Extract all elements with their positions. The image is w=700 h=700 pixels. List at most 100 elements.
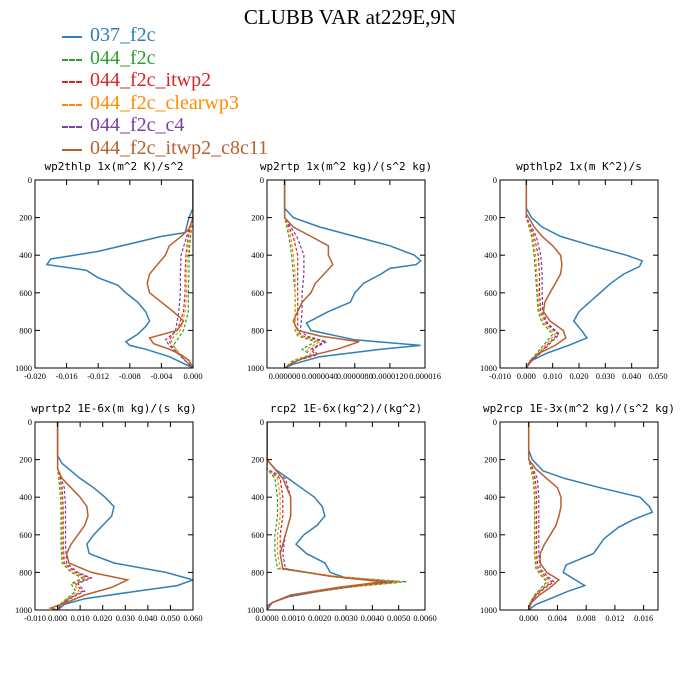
- y-tick-label: 400: [251, 492, 264, 502]
- legend-label: 044_f2c_itwp2: [90, 69, 212, 91]
- y-tick-label: 0: [28, 417, 32, 427]
- x-tick-label: 0.030: [596, 371, 615, 381]
- legend-swatch: [62, 103, 82, 106]
- series-line: [528, 422, 548, 610]
- panel: wp2rcp 1E-3x(m^2 kg)/(s^2 kg) 0.000 0.004 0…: [480, 402, 675, 623]
- legend-label: 044_f2c_c4: [90, 114, 185, 136]
- series-line: [45, 180, 193, 368]
- series-line: [267, 422, 383, 610]
- legend-label: 044_f2c_clearwp3: [90, 91, 239, 114]
- y-tick-label: 0: [28, 175, 32, 185]
- panel: wpthlp2 1x(m K^2)/s -0.010 0.000 0.010 0.020…: [480, 160, 668, 381]
- legend-swatch: [62, 36, 82, 38]
- series-line: [525, 180, 567, 368]
- x-tick-label: 0.020: [569, 371, 588, 381]
- x-tick-label: 0.008: [577, 613, 596, 623]
- y-tick-label: 400: [484, 250, 497, 260]
- x-tick-label: 0.040: [138, 613, 157, 623]
- x-tick-label: 0.004: [548, 613, 568, 623]
- y-tick-label: 600: [19, 530, 32, 540]
- x-tick-label: -0.010: [24, 613, 46, 623]
- series-line: [48, 422, 130, 610]
- y-tick-label: 600: [484, 288, 497, 298]
- panel-title: wp2rtp 1x(m^2 kg)/(s^2 kg): [260, 160, 432, 173]
- legend-swatch: [62, 81, 82, 83]
- y-tick-label: 800: [19, 567, 32, 577]
- plot-frame: [499, 421, 659, 611]
- x-tick-label: 0.000: [517, 371, 536, 381]
- series-line: [525, 180, 561, 368]
- panel: wp2thlp 1x(m^2 K)/s^2 -0.020 -0.016 -0.012 -…: [15, 160, 203, 381]
- panel: wprtp2 1E-6x(m kg)/(s kg) -0.010 0.000 0.01…: [15, 402, 203, 623]
- series-line: [164, 180, 193, 368]
- y-tick-label: 600: [251, 530, 264, 540]
- series-line: [284, 180, 329, 368]
- x-tick-label: 0.010: [71, 613, 90, 623]
- y-tick-label: 800: [484, 567, 497, 577]
- series-line: [284, 180, 317, 368]
- x-tick-label: 0.040: [622, 371, 641, 381]
- series-line: [146, 180, 193, 368]
- series-line: [284, 180, 326, 368]
- y-tick-label: 400: [251, 250, 264, 260]
- y-tick-label: 400: [484, 492, 497, 502]
- panel-title: rcp2 1E-6x(kg^2)/(kg^2): [270, 402, 422, 415]
- y-tick-label: 1000: [15, 605, 32, 615]
- y-tick-label: 800: [484, 325, 497, 335]
- panel-title: wp2thlp 1x(m^2 K)/s^2: [44, 160, 183, 173]
- y-tick-label: 0: [260, 175, 264, 185]
- legend-label: 044_f2c: [90, 46, 156, 69]
- figure-title: CLUBB VAR at229E,9N: [243, 5, 457, 29]
- y-tick-label: 800: [251, 567, 264, 577]
- y-tick-label: 600: [251, 288, 264, 298]
- series-line: [527, 422, 654, 610]
- legend-label: 037_f2c: [90, 24, 156, 46]
- series-line: [267, 422, 407, 610]
- series-line: [528, 422, 550, 610]
- y-tick-label: 200: [484, 213, 497, 223]
- x-tick-label: 0.012: [605, 613, 624, 623]
- x-tick-label: -0.020: [24, 371, 46, 381]
- panel: wp2rtp 1x(m^2 kg)/(s^2 kg) 0.000000 0.0000…: [247, 160, 441, 381]
- x-tick-label: 0.0000080: [337, 371, 373, 381]
- series-line: [527, 422, 562, 610]
- x-tick-label: 0.0040: [361, 613, 384, 623]
- legend-swatch: [62, 58, 82, 61]
- x-tick-label: 0.060: [183, 613, 202, 623]
- x-tick-label: -0.012: [87, 371, 109, 381]
- x-tick-label: 0.000: [519, 613, 538, 623]
- y-tick-label: 200: [251, 213, 264, 223]
- plot-frame: [34, 179, 194, 369]
- series-line: [56, 422, 84, 610]
- x-tick-label: 0.050: [648, 371, 667, 381]
- x-tick-label: -0.004: [150, 371, 173, 381]
- y-tick-label: 400: [19, 492, 32, 502]
- series-line: [56, 422, 93, 610]
- series-line: [172, 180, 193, 368]
- series-line: [170, 180, 193, 368]
- y-tick-label: 600: [19, 288, 32, 298]
- panel-title: wpthlp2 1x(m K^2)/s: [516, 160, 642, 173]
- y-tick-label: 1000: [15, 363, 32, 373]
- panel: rcp2 1E-6x(kg^2)/(kg^2) 0.0000 0.0010 0.002…: [247, 402, 437, 623]
- x-tick-label: -0.016: [56, 371, 78, 381]
- x-tick-label: 0.000000: [269, 371, 301, 381]
- x-tick-label: 0.000: [48, 613, 67, 623]
- plot-frame: [499, 179, 659, 369]
- panel-title: wprtp2 1E-6x(m kg)/(s kg): [31, 402, 197, 415]
- series-line: [283, 180, 422, 368]
- y-tick-label: 200: [19, 455, 32, 465]
- series-line: [267, 422, 394, 610]
- series-line: [56, 422, 193, 610]
- legend-swatch: [62, 148, 82, 151]
- x-tick-label: -0.010: [489, 371, 511, 381]
- y-tick-label: 200: [251, 455, 264, 465]
- y-tick-label: 1000: [247, 363, 264, 373]
- y-tick-label: 800: [251, 325, 264, 335]
- y-tick-label: 0: [260, 417, 264, 427]
- x-tick-label: 0.0060: [413, 613, 436, 623]
- series-line: [525, 180, 557, 368]
- series-line: [56, 422, 91, 610]
